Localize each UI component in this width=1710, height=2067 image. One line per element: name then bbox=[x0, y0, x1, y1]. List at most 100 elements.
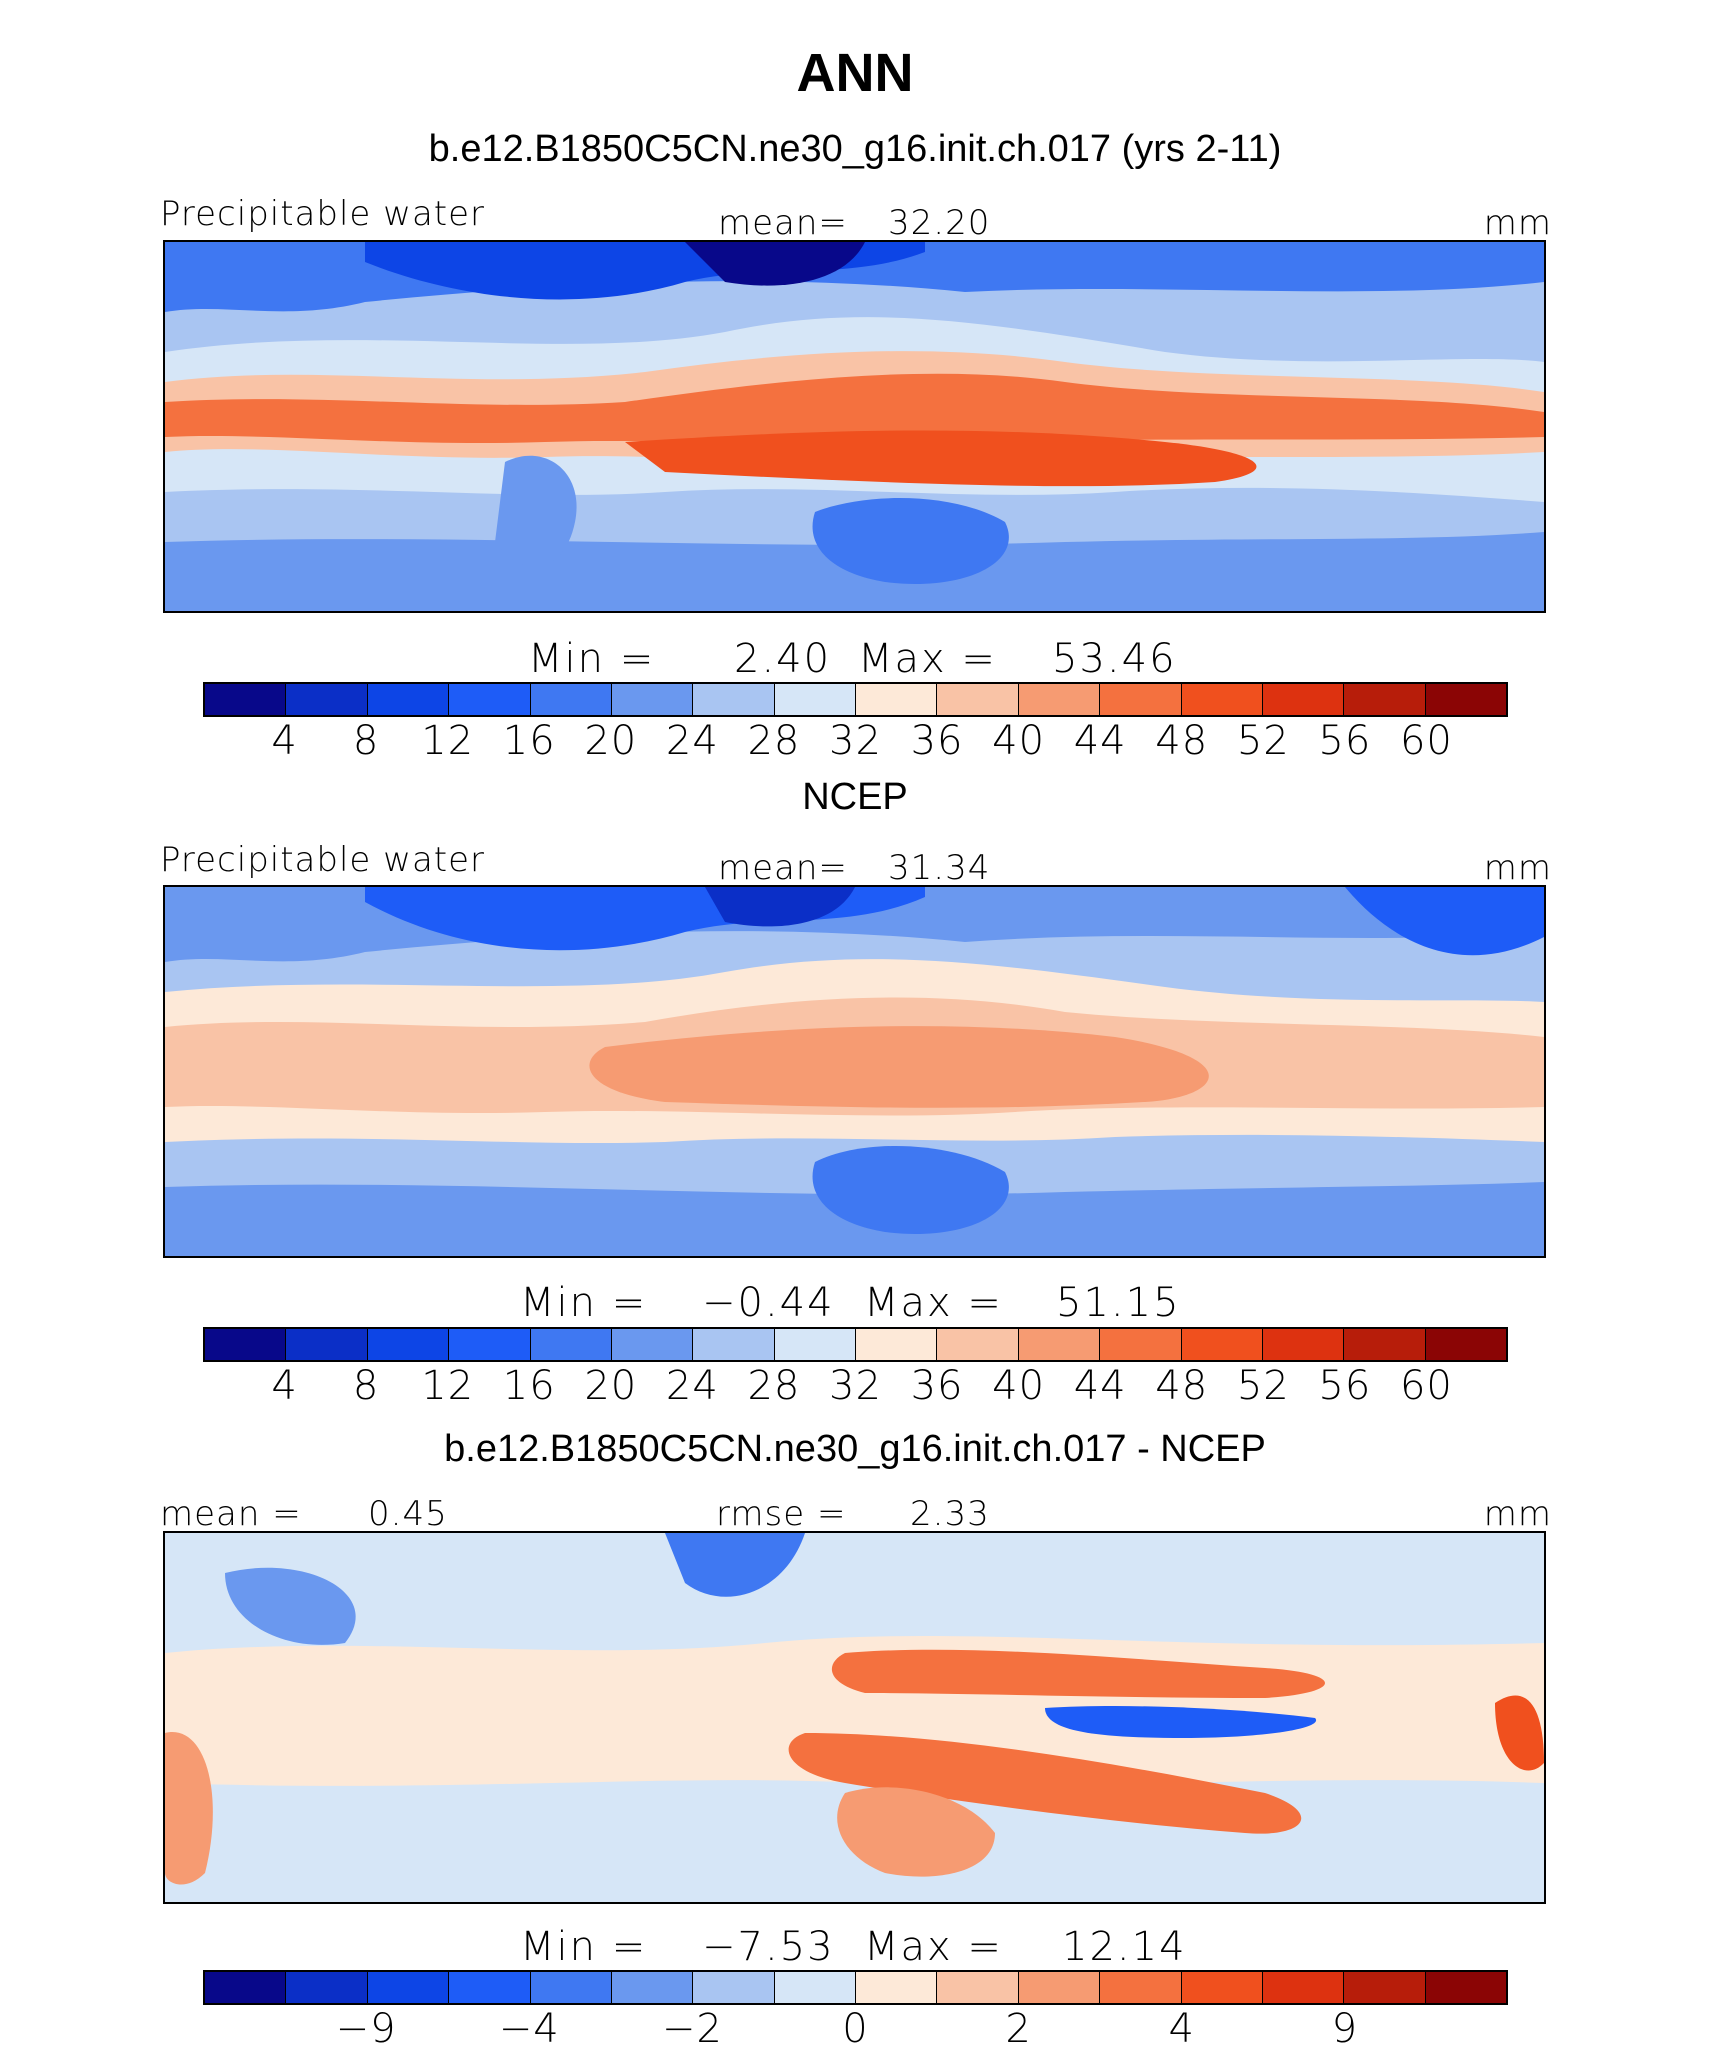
panel-2-title: NCEP bbox=[802, 776, 908, 818]
colorbar-tick-label: 32 bbox=[829, 718, 882, 764]
colorbar-cell bbox=[1425, 1972, 1506, 2003]
colorbar-cell bbox=[693, 684, 775, 715]
panel-2-units: mm bbox=[1483, 848, 1552, 888]
colorbar-cell bbox=[693, 1972, 775, 2003]
colorbar-cell bbox=[1262, 684, 1345, 715]
panel-1-map-svg bbox=[165, 242, 1544, 611]
panel-3-colorbar bbox=[203, 1970, 1508, 2005]
colorbar-cell bbox=[856, 1329, 938, 1360]
tropical-moist-core bbox=[165, 373, 1544, 446]
colorbar-tick-label: 16 bbox=[502, 1363, 556, 1409]
panel-2-colorbar-ticks: 4 8 12 16 20 24 28 32 36 40 44 48 52 56 60 bbox=[203, 1363, 1508, 1413]
panel-2-map bbox=[163, 885, 1546, 1258]
colorbar-tick-label: 32 bbox=[829, 1363, 882, 1409]
colorbar-tick-label: 48 bbox=[1155, 718, 1209, 764]
colorbar-tick-label: 8 bbox=[352, 1363, 380, 1409]
panel-1-title: b.e12.B1850C5CN.ne30_g16.init.ch.017 (yr… bbox=[428, 128, 1282, 170]
colorbar-cell bbox=[1344, 1329, 1426, 1360]
colorbar-cell bbox=[774, 1329, 856, 1360]
colorbar-cell bbox=[205, 1329, 287, 1360]
tropical-moist-core bbox=[589, 1026, 1209, 1108]
panel-1-colorbar bbox=[203, 682, 1508, 717]
panel-2-map-svg bbox=[165, 887, 1544, 1256]
south-africa-dry bbox=[495, 455, 577, 567]
colorbar-tick-label: 44 bbox=[1073, 718, 1127, 764]
equatorial-dry-bias bbox=[1045, 1706, 1317, 1738]
panel-1-variable-label: Precipitable water bbox=[160, 194, 486, 234]
colorbar-cell bbox=[774, 684, 856, 715]
panel-2-min-label: Min = bbox=[520, 1280, 648, 1326]
colorbar-cell bbox=[1262, 1972, 1345, 2003]
colorbar-tick-label: 56 bbox=[1318, 1363, 1372, 1409]
colorbar-cell bbox=[1181, 1329, 1263, 1360]
colorbar-cell bbox=[205, 1972, 287, 2003]
colorbar-cell bbox=[286, 1972, 368, 2003]
colorbar-cell bbox=[1018, 1329, 1101, 1360]
colorbar-cell bbox=[937, 684, 1019, 715]
panel-2-max-label: Max = bbox=[864, 1280, 1003, 1326]
colorbar-tick-label: 28 bbox=[747, 718, 801, 764]
colorbar-tick-label: 56 bbox=[1318, 718, 1372, 764]
panel-3-max-label: Max = bbox=[864, 1924, 1003, 1970]
colorbar-cell bbox=[449, 1329, 531, 1360]
colorbar-tick-label: 52 bbox=[1236, 718, 1290, 764]
colorbar-tick-label: 4 bbox=[1168, 2006, 1195, 2052]
colorbar-cell bbox=[530, 1329, 612, 1360]
panel-2-max-value: 51.15 bbox=[1056, 1280, 1181, 1326]
colorbar-tick-label: 40 bbox=[992, 718, 1046, 764]
colorbar-cell bbox=[367, 1972, 450, 2003]
colorbar-tick-label: −9 bbox=[335, 2006, 397, 2052]
colorbar-cell bbox=[937, 1972, 1019, 2003]
colorbar-tick-label: 28 bbox=[747, 1363, 801, 1409]
panel-2-mean-value: 31.34 bbox=[888, 848, 991, 888]
colorbar-tick-label: 20 bbox=[584, 718, 638, 764]
colorbar-tick-label: 20 bbox=[584, 1363, 638, 1409]
colorbar-cell bbox=[1262, 1329, 1345, 1360]
colorbar-tick-label: 48 bbox=[1155, 1363, 1209, 1409]
panel-2-variable-label: Precipitable water bbox=[160, 840, 486, 880]
australia-dry bbox=[812, 498, 1009, 584]
colorbar-cell bbox=[611, 684, 694, 715]
colorbar-cell bbox=[1100, 1329, 1182, 1360]
colorbar-cell bbox=[1181, 1972, 1263, 2003]
panel-3-min-label: Min = bbox=[520, 1924, 648, 1970]
panel-1-units: mm bbox=[1483, 203, 1552, 243]
colorbar-tick-label: 60 bbox=[1399, 1363, 1453, 1409]
panel-3-units: mm bbox=[1483, 1494, 1552, 1534]
colorbar-cell bbox=[937, 1329, 1019, 1360]
colorbar-tick-label: 16 bbox=[502, 718, 556, 764]
south-pacific-wet-bias bbox=[788, 1733, 1302, 1834]
colorbar-cell bbox=[1018, 1972, 1101, 2003]
colorbar-cell bbox=[367, 684, 450, 715]
warm-pool-max bbox=[625, 430, 1257, 487]
colorbar-tick-label: 12 bbox=[421, 1363, 475, 1409]
colorbar-tick-label: 4 bbox=[271, 718, 298, 764]
panel-3-max-value: 12.14 bbox=[1062, 1924, 1187, 1970]
colorbar-tick-label: 36 bbox=[910, 1363, 964, 1409]
colorbar-cell bbox=[1425, 684, 1506, 715]
colorbar-cell bbox=[611, 1329, 694, 1360]
colorbar-cell bbox=[693, 1329, 775, 1360]
panel-1-max-label: Max = bbox=[858, 636, 997, 682]
colorbar-tick-label: 44 bbox=[1073, 1363, 1127, 1409]
north-itcz-wet-bias bbox=[831, 1649, 1325, 1698]
colorbar-tick-label: 52 bbox=[1236, 1363, 1290, 1409]
colorbar-tick-label: 8 bbox=[352, 718, 380, 764]
panel-1-min-label: Min = bbox=[528, 636, 656, 682]
colorbar-cell bbox=[530, 1972, 612, 2003]
colorbar-cell bbox=[286, 1329, 368, 1360]
colorbar-cell bbox=[449, 684, 531, 715]
panel-3-map-svg bbox=[165, 1533, 1544, 1902]
north-atlantic-dry-bias bbox=[225, 1567, 356, 1645]
colorbar-cell bbox=[1100, 684, 1182, 715]
asia-dry-bias bbox=[665, 1533, 805, 1597]
panel-3-rmse-label: rmse = bbox=[716, 1494, 847, 1534]
north-america-dry bbox=[1345, 887, 1544, 956]
panel-1-mean-label: mean= bbox=[718, 203, 848, 243]
colorbar-cell bbox=[1344, 684, 1426, 715]
panel-2-mean-label: mean= bbox=[718, 848, 848, 888]
colorbar-cell bbox=[856, 1972, 938, 2003]
figure-title: ANN bbox=[796, 43, 914, 103]
panel-3-mean-label: mean = bbox=[160, 1494, 302, 1534]
south-america-wet-bias bbox=[165, 1732, 213, 1885]
